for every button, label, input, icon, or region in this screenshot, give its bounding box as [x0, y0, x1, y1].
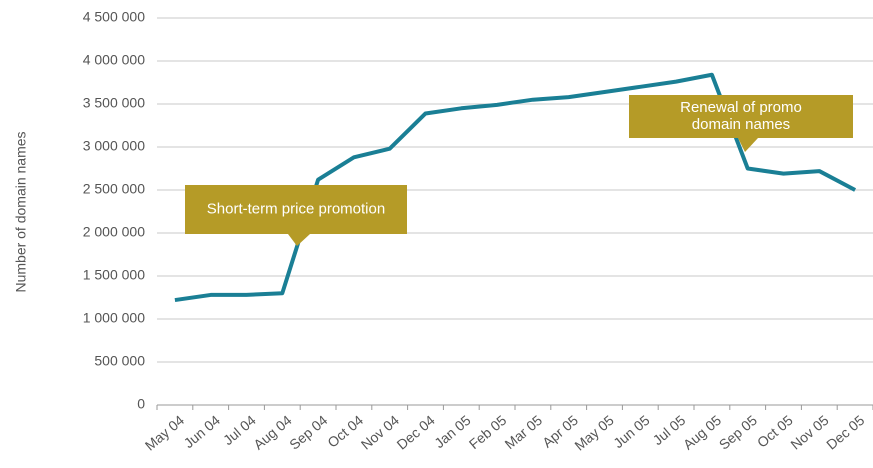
annotation-pointer: [738, 138, 758, 152]
y-tick-label: 4 000 000: [83, 52, 145, 68]
y-tick-label: 2 000 000: [83, 224, 145, 240]
x-tick-label: Oct 04: [324, 412, 366, 451]
x-tick-label: Jan 05: [431, 412, 474, 451]
x-tick-label: Aug 05: [680, 412, 724, 453]
annotation-text: Renewal of promo: [680, 99, 802, 116]
y-tick-label: 1 500 000: [83, 267, 145, 283]
annotation-text: domain names: [692, 116, 790, 133]
x-tick-label: Sep 05: [716, 412, 760, 453]
annotation: Short-term price promotion: [185, 185, 407, 246]
x-tick-label: Sep 04: [286, 412, 330, 453]
y-axis-label: Number of domain names: [13, 131, 29, 292]
x-tick-label: Nov 05: [787, 412, 831, 453]
x-tick-label: Dec 04: [394, 412, 438, 453]
annotation-text: Short-term price promotion: [207, 200, 385, 217]
x-tick-label: May 04: [142, 412, 188, 454]
x-tick-label: Oct 05: [754, 412, 796, 451]
y-tick-label: 1 000 000: [83, 310, 145, 326]
annotation-box: [629, 95, 853, 138]
x-tick-label: May 05: [571, 412, 617, 454]
y-tick-label: 3 000 000: [83, 138, 145, 154]
x-tick-label: Mar 05: [502, 412, 546, 452]
x-tick-label: Dec 05: [823, 412, 867, 453]
y-tick-label: 4 500 000: [83, 9, 145, 25]
y-tick-label: 3 500 000: [83, 95, 145, 111]
y-tick-label: 500 000: [94, 353, 145, 369]
x-tick-label: Feb 05: [466, 412, 510, 452]
y-tick-label: 0: [137, 396, 145, 412]
x-tick-label: Nov 04: [358, 412, 402, 453]
line: [174, 72, 857, 303]
x-tick-label: Jun 04: [181, 412, 224, 451]
x-tick-label: Aug 04: [250, 412, 294, 453]
y-tick-label: 2 500 000: [83, 181, 145, 197]
annotation-box: [185, 185, 407, 234]
x-tick-label: Jun 05: [610, 412, 653, 451]
annotation-pointer: [288, 234, 310, 246]
